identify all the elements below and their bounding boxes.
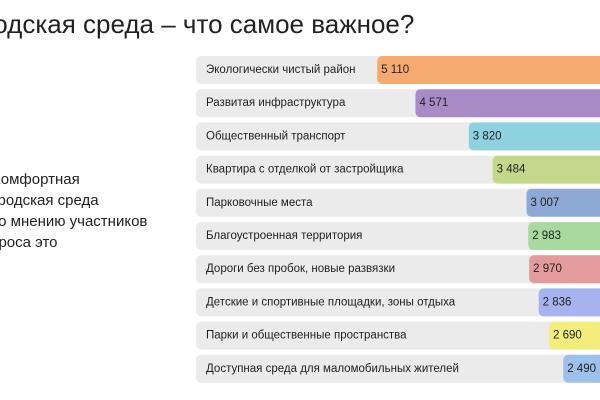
row-background: [196, 255, 600, 284]
bar: [528, 222, 600, 250]
bar: [377, 56, 600, 84]
value-label: 3 484: [497, 164, 526, 176]
row-background: [196, 354, 600, 383]
subtitle-line: Комфортная: [0, 171, 80, 188]
category-label: Парки и общественные пространства: [206, 330, 407, 342]
subtitle-line: опроса это: [0, 234, 58, 251]
value-label: 3 007: [531, 197, 560, 209]
bar: [415, 89, 600, 118]
bar: [526, 188, 600, 217]
value-label: 2 983: [532, 230, 561, 242]
value-label: 4 571: [419, 97, 448, 109]
row-background: [196, 222, 600, 250]
row-background: [196, 288, 600, 317]
category-label: Благоустроенная территория: [206, 230, 362, 242]
bar: [538, 288, 600, 317]
bar: [492, 155, 600, 184]
category-label: Парковочные места: [206, 197, 313, 209]
category-label: Дороги без пробок, новые развязки: [206, 263, 395, 275]
bar: [468, 122, 600, 151]
bar: [563, 354, 600, 383]
category-label: Детские и спортивные площадки, зоны отды…: [206, 296, 456, 308]
value-label: 3 820: [473, 130, 502, 142]
subtitle-line: городская среда: [0, 192, 99, 209]
value-label: 2 490: [567, 363, 596, 375]
bar: [529, 255, 600, 284]
bar: [549, 321, 600, 350]
row-background: [196, 321, 600, 350]
chart-title: Городская среда – что самое важное?: [0, 9, 414, 39]
value-label: 5 110: [381, 64, 409, 76]
category-label: Общественный транспорт: [206, 130, 346, 142]
category-label: Доступная среда для маломобильных жителе…: [206, 363, 459, 375]
category-label: Квартира с отделкой от застройщика: [206, 164, 404, 176]
category-label: Развитая инфраструктура: [206, 97, 346, 109]
category-label: Экологически чистый район: [206, 64, 356, 76]
value-label: 2 836: [543, 296, 572, 308]
value-label: 2 690: [553, 330, 582, 342]
subtitle-line: по мнению участников: [0, 213, 147, 230]
row-background: [196, 188, 600, 217]
value-label: 2 970: [533, 263, 562, 275]
